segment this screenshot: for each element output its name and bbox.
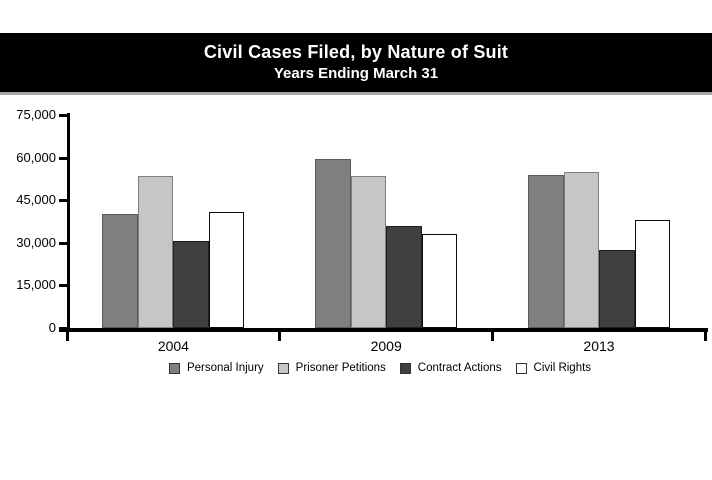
chart-header: Civil Cases Filed, by Nature of Suit Yea… [0,33,712,95]
bar-prisoner-petitions [563,172,599,328]
x-axis-category-label: 2004 [157,338,189,354]
legend-item-personal-injury: Personal Injury [168,362,264,374]
legend-label: Contract Actions [417,362,502,374]
bar-civil-rights [208,212,245,328]
bar-contract-actions [173,241,209,328]
y-axis-tick [59,199,67,203]
bar-prisoner-petitions [137,176,174,328]
x-axis-tick [703,328,707,341]
legend-swatch-prisoner-petitions [277,362,289,374]
y-axis-tick-label: 60,000 [16,149,56,165]
legend-label: Civil Rights [533,362,592,374]
bar-contract-actions [599,250,635,328]
chart-title: Civil Cases Filed, by Nature of Suit [203,42,509,62]
legend-swatch-contract-actions [399,362,411,374]
bar-personal-injury [528,175,564,328]
chart-subtitle: Years Ending March 31 [273,65,439,82]
legend-swatch-personal-injury [168,362,180,374]
y-axis-tick [59,156,67,160]
x-axis-line [59,328,709,332]
chart-legend: Personal Injury Prisoner Petitions Contrac… [50,360,710,376]
legend-label: Personal Injury [186,362,264,374]
x-axis-category-label: 2013 [583,338,615,354]
x-axis-category-label: 2009 [370,338,402,354]
legend-swatch-civil-rights [515,362,527,374]
bar-personal-injury [315,159,351,328]
bar-prisoner-petitions [350,176,387,328]
y-axis-tick-label: 0 [48,320,56,335]
legend-item-civil-rights: Civil Rights [515,362,592,374]
bar-contract-actions [386,226,422,328]
x-axis-tick [491,328,495,341]
legend-label: Prisoner Petitions [295,362,386,374]
y-axis-tick-label: 30,000 [16,234,56,250]
y-axis-tick-label: 15,000 [16,277,56,293]
bar-civil-rights [634,220,670,328]
x-axis-tick [65,328,69,341]
y-axis-tick-label: 75,000 [16,107,56,122]
y-axis-tick [59,284,67,288]
bar-personal-injury [102,214,138,328]
legend-item-contract-actions: Contract Actions [399,362,502,374]
y-axis-line [67,113,70,332]
legend-item-prisoner-petitions: Prisoner Petitions [277,362,386,374]
y-axis-tick-label: 45,000 [16,192,56,208]
y-axis-tick [59,114,67,117]
bar-civil-rights [421,234,458,328]
x-axis-tick [278,328,282,341]
y-axis-tick [59,241,67,245]
